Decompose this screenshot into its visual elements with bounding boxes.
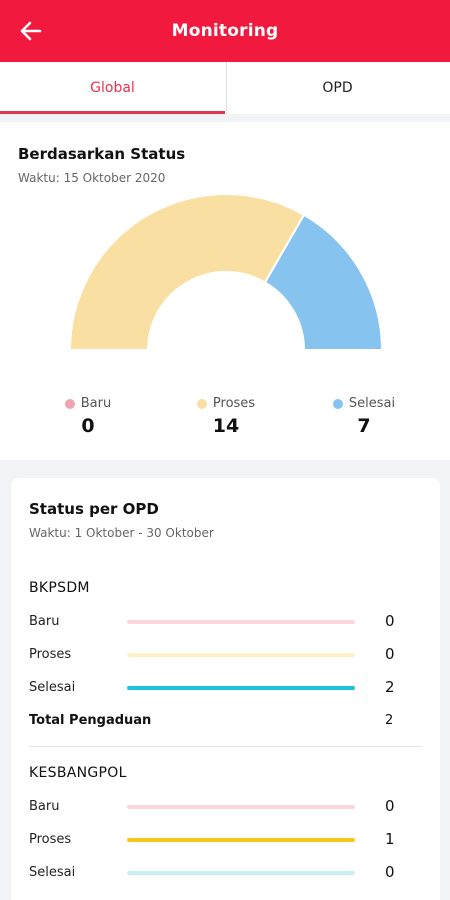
- opd-row-label: Proses: [29, 832, 72, 847]
- status-card-subtitle: Waktu: 15 Oktober 2020: [18, 171, 166, 185]
- opd-row-value: 1: [385, 830, 395, 848]
- tab-opd[interactable]: OPD: [322, 80, 353, 96]
- status-card-title: Berdasarkan Status: [18, 145, 186, 163]
- legend-dot-proses: [196, 398, 207, 409]
- status-half-donut-chart: [68, 193, 384, 351]
- legend-value-proses: 14: [212, 415, 240, 437]
- divider: [29, 746, 422, 747]
- opd-card-subtitle: Waktu: 1 Oktober - 30 Oktober: [29, 526, 214, 540]
- legend-value-selesai: 7: [357, 415, 371, 437]
- chart-slice-selesai: [263, 213, 384, 351]
- legend-label-baru: Baru: [80, 396, 112, 411]
- legend-proses: Proses 14: [180, 396, 272, 437]
- arrow-left-icon: [20, 21, 42, 41]
- app-bar: Monitoring: [0, 0, 450, 62]
- opd-row-value: 0: [385, 863, 395, 881]
- legend-selesai: Selesai 7: [318, 396, 410, 437]
- legend-dot-selesai: [332, 398, 343, 409]
- tab-bar: Global OPD: [0, 62, 450, 114]
- opd-group-title: KESBANGPOL: [29, 765, 127, 781]
- opd-row-bar: [127, 871, 355, 875]
- tab-divider: [226, 62, 227, 114]
- opd-total-label: Total Pengaduan: [29, 713, 152, 728]
- opd-group-title: BKPSDM: [29, 580, 90, 596]
- opd-total-value: 2: [385, 713, 394, 728]
- opd-row: Selesai 0: [29, 863, 409, 883]
- legend-dot-baru: [64, 398, 75, 409]
- opd-row-label: Baru: [29, 799, 60, 814]
- back-button[interactable]: [14, 15, 48, 47]
- opd-row-bar: [127, 653, 355, 657]
- page-title: Monitoring: [171, 21, 279, 41]
- opd-row: Proses 1: [29, 830, 409, 850]
- opd-row-value: 0: [385, 645, 395, 663]
- status-card: Berdasarkan Status Waktu: 15 Oktober 202…: [0, 122, 450, 460]
- opd-row-label: Selesai: [29, 865, 76, 880]
- opd-row-value: 0: [385, 612, 395, 630]
- opd-row: Proses 0: [29, 645, 409, 665]
- opd-card: Status per OPD Waktu: 1 Oktober - 30 Okt…: [11, 478, 440, 900]
- opd-row-bar: [127, 686, 355, 690]
- legend-value-baru: 0: [81, 415, 95, 437]
- opd-row-label: Proses: [29, 647, 72, 662]
- chart-slice-proses: [68, 193, 306, 351]
- opd-row: Baru 0: [29, 797, 409, 817]
- opd-card-title: Status per OPD: [29, 500, 159, 518]
- legend-label-proses: Proses: [212, 396, 256, 411]
- opd-row-label: Baru: [29, 614, 60, 629]
- opd-total-row: Total Pengaduan 2: [29, 711, 409, 731]
- legend-label-selesai: Selesai: [348, 396, 396, 411]
- opd-row-bar: [127, 838, 355, 842]
- legend-baru: Baru 0: [42, 396, 134, 437]
- opd-row-value: 0: [385, 797, 395, 815]
- tab-global[interactable]: Global: [0, 62, 225, 114]
- opd-row-value: 2: [385, 678, 395, 696]
- opd-row-label: Selesai: [29, 680, 76, 695]
- opd-row: Baru 0: [29, 612, 409, 632]
- opd-row-bar: [127, 620, 355, 624]
- opd-row: Selesai 2: [29, 678, 409, 698]
- opd-row-bar: [127, 805, 355, 809]
